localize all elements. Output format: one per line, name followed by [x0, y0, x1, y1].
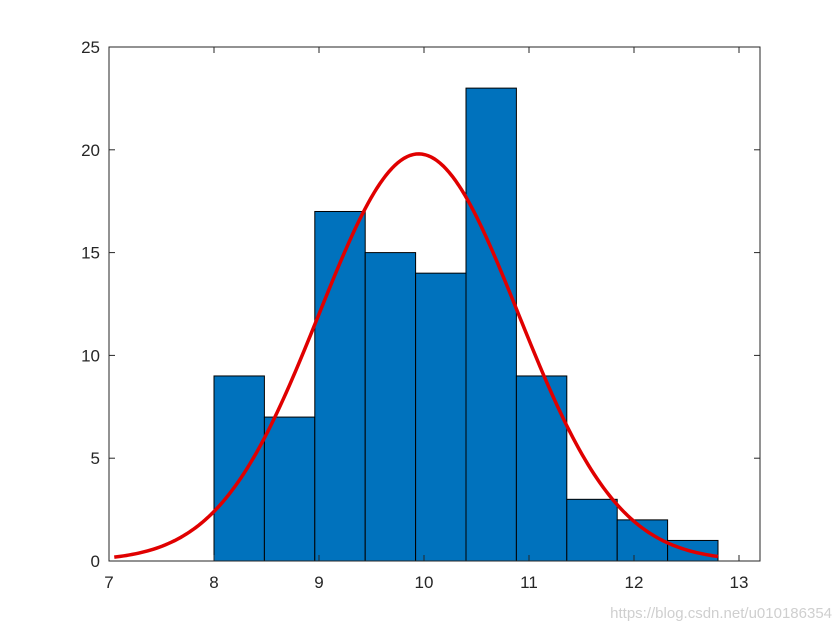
histogram-bar — [515, 375, 568, 562]
y-tick-label: 15 — [81, 244, 100, 263]
x-tick-label: 12 — [625, 573, 644, 592]
histogram-bar — [213, 375, 265, 562]
x-tick-label: 10 — [415, 573, 434, 592]
histogram-bar — [263, 416, 316, 562]
x-tick-label: 11 — [520, 573, 538, 592]
normal-fit-curve — [114, 152, 719, 559]
y-tick-label: 10 — [81, 346, 100, 365]
x-tick-label: 9 — [314, 573, 323, 592]
histogram-bar — [566, 498, 618, 562]
histogram-bar — [465, 87, 517, 562]
histogram-bar — [364, 252, 417, 562]
y-tick-label: 25 — [81, 38, 100, 57]
x-axis-ticks: 7 8 9 10 11 12 13 — [104, 47, 748, 592]
y-axis-ticks: 0 5 10 15 20 25 — [81, 38, 760, 571]
histogram-bar — [314, 210, 366, 562]
y-tick-label: 0 — [91, 552, 100, 571]
histogram-bar — [415, 272, 467, 562]
x-tick-label: 7 — [104, 573, 113, 592]
x-tick-label: 8 — [209, 573, 218, 592]
x-tick-label: 13 — [730, 573, 749, 592]
watermark-url: https://blog.csdn.net/u010186354 — [610, 605, 832, 622]
y-tick-label: 5 — [91, 449, 100, 468]
axes-box — [108, 46, 761, 562]
y-tick-label: 20 — [81, 141, 100, 160]
